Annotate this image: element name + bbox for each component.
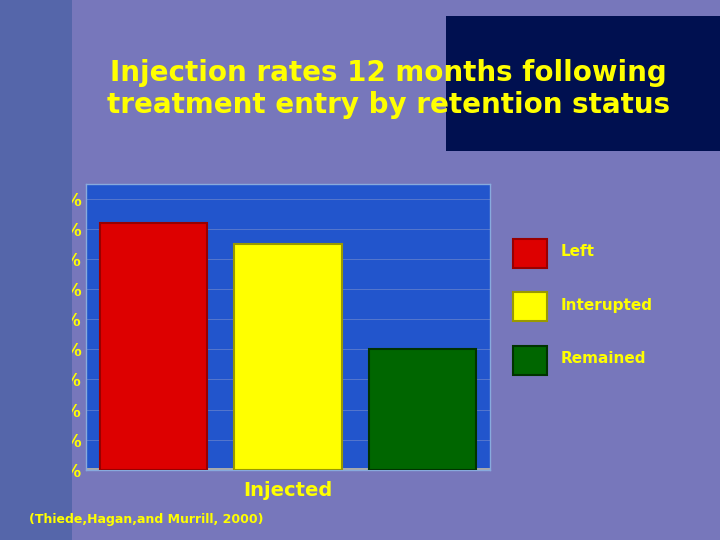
Bar [86, 468, 490, 476]
Bar [369, 349, 476, 470]
FancyBboxPatch shape [513, 346, 547, 375]
FancyBboxPatch shape [513, 239, 547, 268]
Text: Left: Left [560, 244, 594, 259]
Text: (Thiede,Hagan,and Murrill, 2000): (Thiede,Hagan,and Murrill, 2000) [29, 514, 264, 526]
Text: Remained: Remained [560, 351, 646, 366]
X-axis label: Injected: Injected [243, 481, 333, 500]
Text: Injection rates 12 months following
treatment entry by retention status: Injection rates 12 months following trea… [107, 59, 670, 119]
FancyBboxPatch shape [513, 292, 547, 321]
Text: Interupted: Interupted [560, 298, 652, 313]
Bar [100, 223, 207, 470]
Bar [234, 244, 342, 470]
